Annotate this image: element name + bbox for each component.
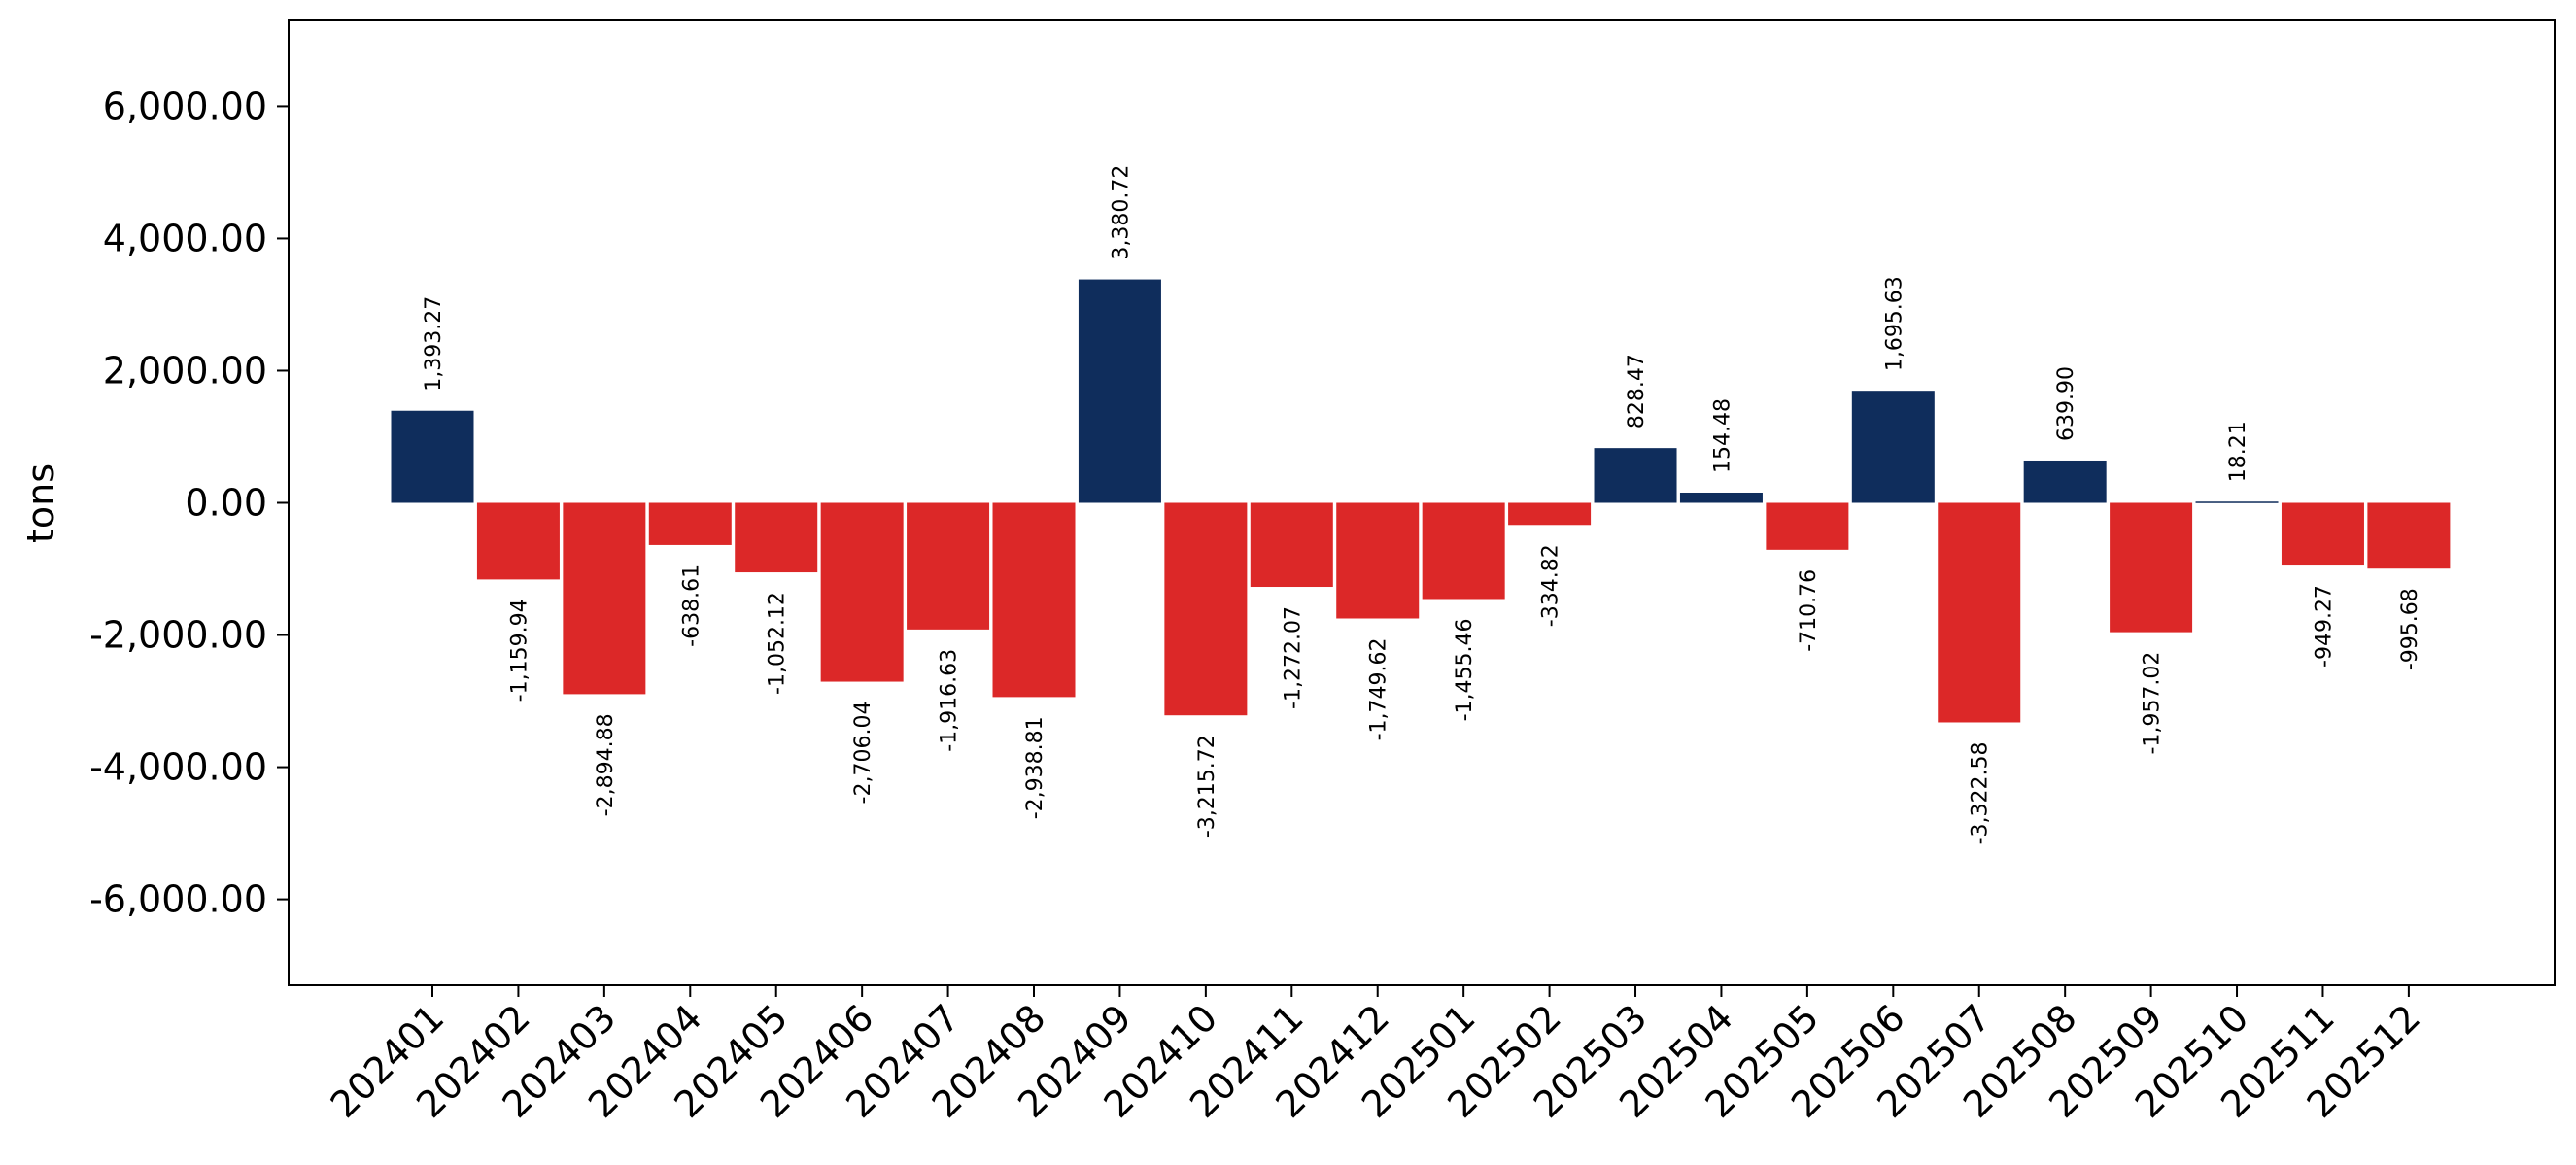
data-label: -334.82 bbox=[1539, 544, 1563, 627]
y-tick-label: 4,000.00 bbox=[103, 217, 267, 259]
data-label: -949.27 bbox=[2312, 585, 2336, 668]
data-label: 1,695.63 bbox=[1882, 276, 1906, 371]
bar bbox=[1164, 502, 1248, 716]
data-label: -638.61 bbox=[679, 565, 704, 647]
bar bbox=[648, 502, 732, 545]
data-label: 154.48 bbox=[1710, 398, 1735, 473]
bar bbox=[1851, 391, 1935, 503]
bar bbox=[2367, 502, 2451, 569]
data-label: -3,322.58 bbox=[1969, 741, 1993, 844]
data-label: -1,749.62 bbox=[1367, 637, 1391, 740]
bar bbox=[2281, 502, 2364, 566]
bar bbox=[391, 410, 474, 503]
data-label: 828.47 bbox=[1625, 354, 1649, 428]
bar bbox=[2110, 502, 2193, 633]
data-label: -2,706.04 bbox=[851, 702, 876, 805]
y-axis-label: tons bbox=[19, 463, 62, 543]
x-axis: 2024012024022024032024042024052024062024… bbox=[323, 985, 2428, 1126]
data-label: 3,380.72 bbox=[1109, 165, 1133, 260]
data-label: 1,393.27 bbox=[422, 296, 446, 392]
y-tick-label: -4,000.00 bbox=[89, 746, 267, 789]
bar bbox=[820, 502, 904, 682]
data-label: -1,455.46 bbox=[1453, 618, 1477, 721]
bar bbox=[1594, 448, 1677, 503]
data-label: 18.21 bbox=[2226, 421, 2250, 482]
data-label: -995.68 bbox=[2398, 588, 2422, 670]
data-label: -2,938.81 bbox=[1023, 716, 1048, 819]
data-label: -1,159.94 bbox=[507, 599, 532, 702]
bar bbox=[1422, 502, 1505, 600]
bar bbox=[1508, 502, 1592, 526]
data-labels-group: 1,393.27 -1,159.94 -2,894.88 -638.61 -1,052.… bbox=[422, 165, 2422, 845]
bar bbox=[1250, 502, 1333, 588]
bar bbox=[1766, 502, 1849, 550]
data-label: -1,957.02 bbox=[2141, 652, 2165, 755]
bar bbox=[476, 502, 560, 580]
data-label: 639.90 bbox=[2054, 366, 2078, 441]
bar bbox=[1078, 279, 1161, 503]
data-label: -1,272.07 bbox=[1281, 606, 1305, 709]
y-tick-label: 0.00 bbox=[185, 482, 267, 525]
y-tick-label: 2,000.00 bbox=[103, 349, 267, 392]
data-label: -1,916.63 bbox=[938, 649, 962, 752]
data-label: -3,215.72 bbox=[1195, 735, 1219, 838]
bar bbox=[1679, 492, 1763, 503]
bars-group bbox=[391, 279, 2451, 723]
bar bbox=[1336, 502, 1420, 619]
bar bbox=[2023, 460, 2107, 503]
data-label: -1,052.12 bbox=[766, 592, 790, 695]
bar bbox=[2195, 501, 2279, 503]
data-label: -2,894.88 bbox=[594, 713, 618, 816]
y-tick-label: 6,000.00 bbox=[103, 85, 267, 127]
bar bbox=[563, 502, 646, 695]
bar bbox=[907, 502, 990, 630]
bar bbox=[1938, 502, 2021, 723]
y-axis: -6,000.00 -4,000.00 -2,000.00 0.00 2,000.00 4… bbox=[89, 85, 289, 921]
bar bbox=[735, 502, 818, 573]
y-tick-label: -2,000.00 bbox=[89, 614, 267, 657]
bar bbox=[992, 502, 1076, 698]
data-label: -710.76 bbox=[1797, 569, 1821, 652]
y-tick-label: -6,000.00 bbox=[89, 878, 267, 921]
